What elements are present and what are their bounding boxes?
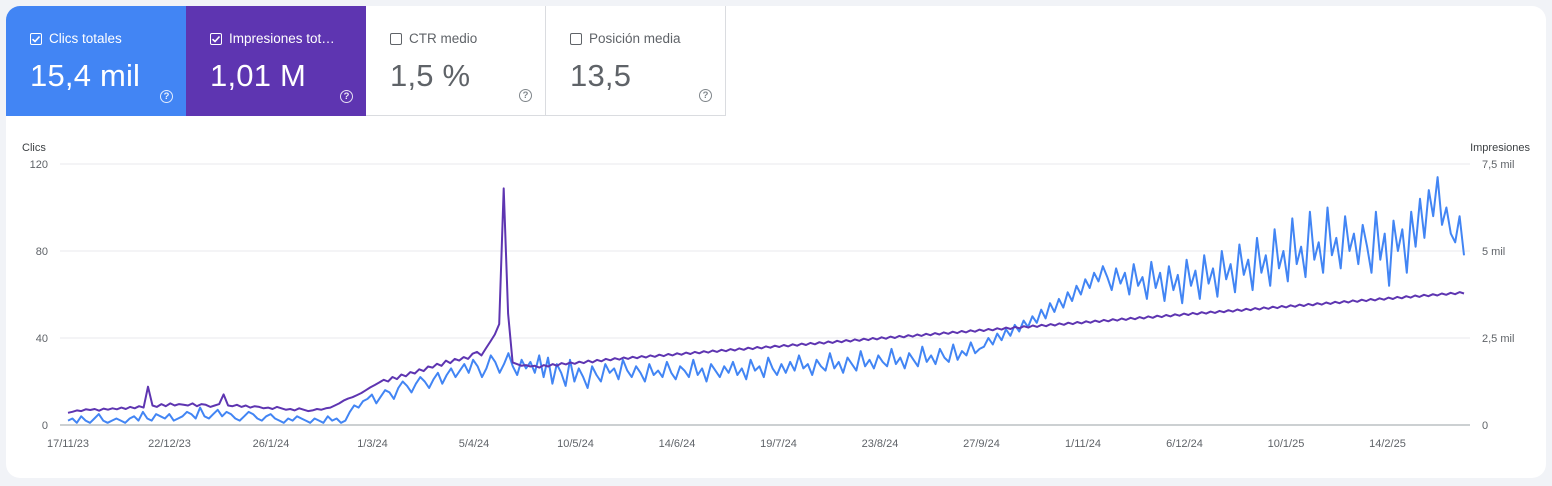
metric-value: 15,4 mil xyxy=(30,58,141,93)
x-axis-tick-label: 26/1/24 xyxy=(253,438,290,450)
clicks-series-line[interactable] xyxy=(67,176,1465,424)
metric-value: 1,01 M xyxy=(210,58,306,93)
x-axis-tick-label: 22/12/23 xyxy=(148,438,191,450)
left-axis-tick-label: 0 xyxy=(42,420,48,432)
left-axis-title: Clics xyxy=(22,142,46,154)
metric-average-ctr[interactable]: CTR medio 1,5 % ? xyxy=(366,6,546,116)
metric-average-position[interactable]: Posición media 13,5 ? xyxy=(546,6,726,116)
x-axis-tick-label: 17/11/23 xyxy=(47,438,89,450)
x-axis-tick-label: 27/9/24 xyxy=(963,438,1000,450)
x-axis-tick-label: 14/2/25 xyxy=(1369,438,1406,450)
x-axis-tick-label: 6/12/24 xyxy=(1166,438,1203,450)
right-axis-tick-label: 5 mil xyxy=(1482,246,1505,258)
x-axis-tick-label: 1/3/24 xyxy=(357,438,388,450)
x-axis-tick-label: 5/4/24 xyxy=(459,438,490,450)
metric-value: 1,5 % xyxy=(390,58,471,93)
right-axis-tick-label: 0 xyxy=(1482,420,1488,432)
metric-total-impressions[interactable]: Impresiones total… 1,01 M ? xyxy=(186,6,366,116)
help-icon[interactable]: ? xyxy=(340,90,353,103)
left-axis-tick-label: 40 xyxy=(36,333,48,345)
left-axis-tick-label: 80 xyxy=(36,246,48,258)
right-axis-tick-label: 7,5 mil xyxy=(1482,159,1514,171)
x-axis-tick-label: 10/5/24 xyxy=(557,438,594,450)
metric-total-clicks[interactable]: Clics totales 15,4 mil ? xyxy=(6,6,186,116)
right-axis-title: Impresiones xyxy=(1470,142,1530,154)
help-icon[interactable]: ? xyxy=(519,89,532,102)
help-icon[interactable]: ? xyxy=(160,90,173,103)
left-axis-tick-label: 120 xyxy=(30,159,48,171)
x-axis-tick-label: 10/1/25 xyxy=(1268,438,1305,450)
metric-header: Impresiones total… xyxy=(210,31,341,46)
performance-chart[interactable]: Clics Impresiones 0 40 80 120 0 2,5 mil 5 mil 7… xyxy=(6,6,1546,478)
metric-tabs: Clics totales 15,4 mil ? Impresiones tot… xyxy=(6,6,726,116)
x-axis-tick-label: 1/11/24 xyxy=(1065,438,1101,450)
x-axis-tick-label: 23/8/24 xyxy=(862,438,899,450)
right-axis-tick-label: 2,5 mil xyxy=(1482,333,1514,345)
metric-value: 13,5 xyxy=(570,58,632,93)
checkbox-checked-icon[interactable] xyxy=(210,32,222,45)
metric-header: CTR medio xyxy=(390,31,477,46)
help-icon[interactable]: ? xyxy=(699,89,712,102)
x-axis-tick-label: 14/6/24 xyxy=(659,438,696,450)
checkbox-unchecked-icon[interactable] xyxy=(570,32,582,45)
metric-header: Posición media xyxy=(570,31,681,46)
metric-header: Clics totales xyxy=(30,31,122,46)
performance-card: Clics totales 15,4 mil ? Impresiones tot… xyxy=(6,6,1546,478)
checkbox-checked-icon[interactable] xyxy=(30,32,42,45)
impressions-series-line[interactable] xyxy=(67,187,1465,414)
x-axis-tick-label: 19/7/24 xyxy=(760,438,797,450)
checkbox-unchecked-icon[interactable] xyxy=(390,32,402,45)
